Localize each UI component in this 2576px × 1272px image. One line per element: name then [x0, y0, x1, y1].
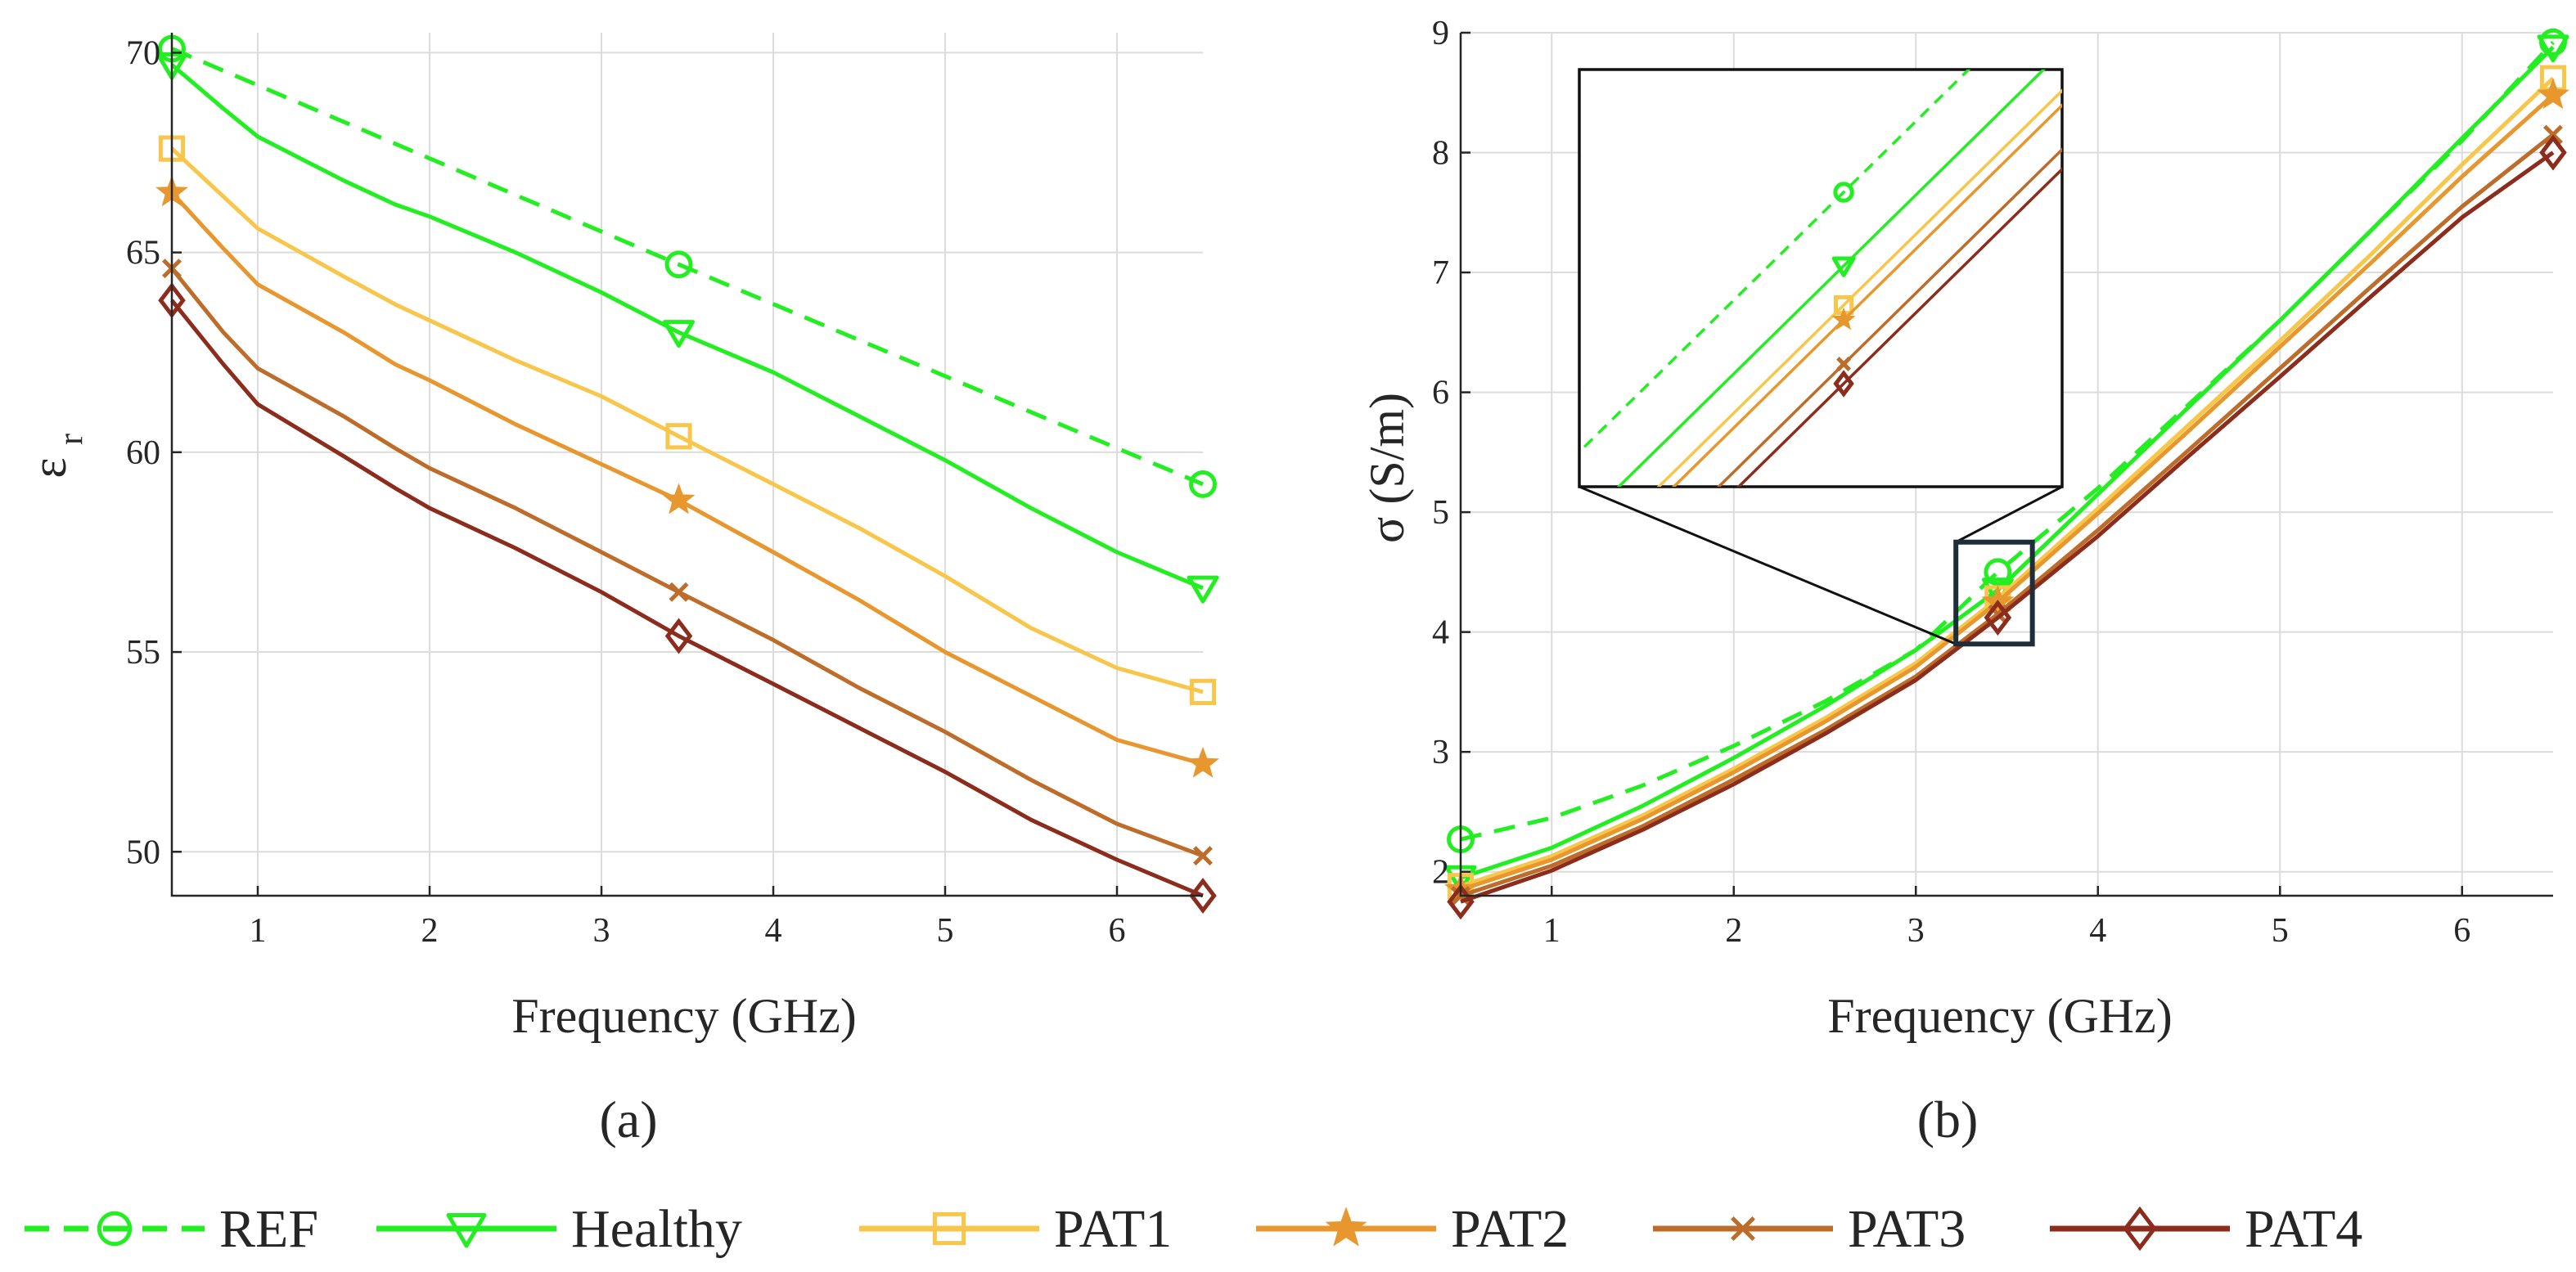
legend-marker-pat2	[1325, 1207, 1367, 1247]
panel-a-marker-pat3	[1193, 846, 1213, 866]
panel-b-xtick-label: 3	[1907, 912, 1925, 950]
panel-b-ytick-label: 5	[1432, 494, 1449, 532]
panel-a-marker-pat3	[669, 582, 689, 602]
panel-a-marker-healthy	[663, 320, 695, 348]
zoom-inset	[1578, 68, 2064, 647]
panel-a-marker-healthy	[1187, 575, 1219, 604]
panel-a-ylabel: ε r	[22, 434, 90, 479]
inset-line-healthy	[1616, 70, 2046, 487]
panel-a-ytick-label: 70	[126, 34, 160, 72]
inset-connector-line	[1955, 485, 2063, 544]
legend-marker-pat3	[1731, 1216, 1755, 1241]
legend-label-healthy: Healthy	[571, 1199, 742, 1259]
panel-a-line-ref	[171, 47, 1204, 487]
inset-marker-pat3	[1836, 357, 1852, 371]
panel-b-ytick-label: 4	[1432, 614, 1449, 652]
inset-line-pat1	[1656, 88, 2062, 487]
panel-a-xtick-label: 1	[250, 912, 267, 950]
panel-a-line-healthy	[170, 63, 1204, 591]
panel-b-ytick-label: 8	[1432, 135, 1449, 173]
panel-a-axes: 1 2 3 4 5 6 50 55 60 65 70	[126, 33, 1203, 950]
panel-a-xtick-label: 4	[765, 912, 782, 950]
panel-b-ylabel: σ (S/m)	[1360, 393, 1414, 543]
legend-label-ref: REF	[219, 1199, 318, 1259]
panel-a-marker-pat2	[662, 483, 696, 515]
inset-frame	[1578, 68, 2064, 488]
panel-a-marker-ref	[664, 250, 693, 279]
legend-marker-ref	[97, 1211, 133, 1247]
panel-a-ylabel-main: ε	[22, 457, 76, 478]
panel-b-conductivity: 1 2 3 4 5 6 2 3 4 5 6 7 8 9 Frequency (GHz) σ (S/m) (…	[1360, 15, 2569, 1148]
panel-a-xtick-label: 6	[1109, 912, 1126, 950]
panel-b-xtick-label: 1	[1543, 912, 1560, 950]
panel-a-xtick-label: 2	[421, 912, 439, 950]
inset-line-ref	[1579, 70, 1971, 454]
panel-a-series	[155, 34, 1219, 914]
inset-line-pat4	[1736, 167, 2062, 487]
inset-series	[1579, 70, 2062, 487]
panel-b-marker-pat4	[2539, 134, 2567, 171]
inset-marker-pat2	[1831, 307, 1856, 330]
legend-marker-pat1	[932, 1211, 966, 1246]
panel-a-xtick-label: 5	[937, 912, 954, 950]
panel-b-ytick-label: 2	[1432, 854, 1449, 892]
panel-a-ylabel-sub: r	[52, 434, 90, 445]
legend-label-pat4: PAT4	[2245, 1199, 2362, 1259]
panel-a-marker-ref	[1189, 470, 1217, 498]
panel-a-marker-pat2	[1187, 746, 1219, 778]
panel-b-ytick-label: 7	[1432, 254, 1449, 292]
panel-a-line-pat3	[170, 267, 1204, 858]
panel-a-marker-pat4	[1189, 878, 1217, 914]
panel-a-grid	[172, 33, 1203, 896]
panel-b-xlabel: Frequency (GHz)	[1827, 989, 2173, 1043]
zoom-region-box	[1953, 539, 2035, 647]
inset-marker-ref	[1833, 182, 1854, 203]
legend-marker-healthy	[446, 1213, 487, 1248]
panel-b-marker-pat4	[1447, 883, 1475, 920]
panel-a-ytick-label: 65	[126, 235, 160, 272]
legend-marker-pat4	[2123, 1206, 2157, 1252]
panel-a-ytick-label: 60	[126, 434, 160, 472]
legend-label-pat2: PAT2	[1451, 1199, 1569, 1259]
panel-a-xlabel: Frequency (GHz)	[511, 989, 857, 1043]
panel-a-xtick-label: 3	[593, 912, 610, 950]
panel-a-line-pat2	[170, 191, 1204, 766]
panel-b-marker-pat3	[2543, 124, 2563, 145]
panel-a-line-pat4	[170, 299, 1204, 898]
panel-b-xtick-label: 5	[2272, 912, 2289, 950]
panel-b-ytick-label: 9	[1432, 15, 1449, 52]
panel-b-series	[1444, 28, 2569, 920]
panel-b-marker-ref	[1984, 558, 2012, 587]
panel-b-xtick-label: 6	[2453, 912, 2470, 950]
legend-label-pat1: PAT1	[1054, 1199, 1172, 1259]
inset-connector-line	[1578, 485, 1957, 645]
panel-a-marker-pat4	[664, 618, 693, 654]
panel-a-permittivity: 1 2 3 4 5 6 50 55 60 65 70 Frequency (GHz) ε r (a)	[22, 33, 1219, 1148]
panel-b-ytick-label: 3	[1432, 734, 1449, 771]
panel-b-xtick-label: 4	[2089, 912, 2106, 950]
panel-a-marker-pat1	[665, 423, 692, 450]
panel-b-xtick-label: 2	[1725, 912, 1742, 950]
panel-a-caption: (a)	[599, 1090, 657, 1148]
panel-b-axes: 1 2 3 4 5 6 2 3 4 5 6 7 8 9	[1432, 15, 2553, 950]
panel-a-marker-pat1	[1189, 678, 1217, 706]
inset-marker-healthy	[1831, 256, 1856, 277]
panel-b-caption: (b)	[1917, 1090, 1979, 1148]
panel-b-ytick-label: 6	[1432, 375, 1449, 412]
legend-label-pat3: PAT3	[1848, 1199, 1966, 1259]
panel-b-marker-pat4	[1984, 600, 2012, 636]
panel-b-marker-healthy	[2537, 34, 2569, 63]
panel-b-axis-lines	[1459, 33, 2553, 897]
panel-b-line-pat4	[1460, 151, 2555, 904]
inset-marker-pat4	[1833, 370, 1854, 398]
panel-a-axis-lines	[170, 33, 1203, 897]
panel-a-ytick-label: 50	[126, 834, 160, 871]
panel-a-line-pat1	[170, 146, 1204, 694]
panel-b-marker-pat2	[2537, 78, 2569, 110]
panel-a-ytick-label: 55	[126, 634, 160, 672]
legend: REF Healthy PAT1 PAT2 PAT3 PAT4	[25, 1199, 2362, 1259]
